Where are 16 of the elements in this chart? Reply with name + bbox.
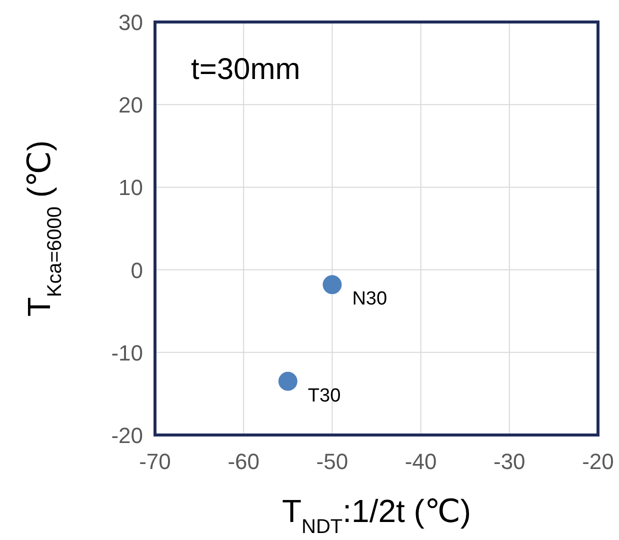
x-tick-label: -20 bbox=[582, 449, 614, 474]
y-tick-label: -10 bbox=[111, 340, 143, 366]
x-tick-label: -40 bbox=[404, 449, 437, 474]
annotation: T30 bbox=[308, 385, 341, 406]
text: t=30mm bbox=[191, 53, 300, 86]
y-tick-label: -20 bbox=[111, 423, 143, 448]
annotation: N30 bbox=[352, 288, 388, 310]
y-tick-label: 30 bbox=[118, 10, 143, 35]
x-tick-label: -70 bbox=[139, 449, 171, 474]
x-tick-label: -60 bbox=[228, 449, 260, 474]
y-tick-label: 10 bbox=[118, 175, 143, 200]
x-axis-title: T$_{NDT}$:1/2t (℃) bbox=[282, 493, 472, 538]
x-tick-label: -50 bbox=[316, 449, 348, 474]
y-tick-label: 20 bbox=[118, 92, 143, 118]
x-tick-label: -30 bbox=[494, 449, 526, 474]
y-tick-label: 0 bbox=[130, 258, 143, 283]
